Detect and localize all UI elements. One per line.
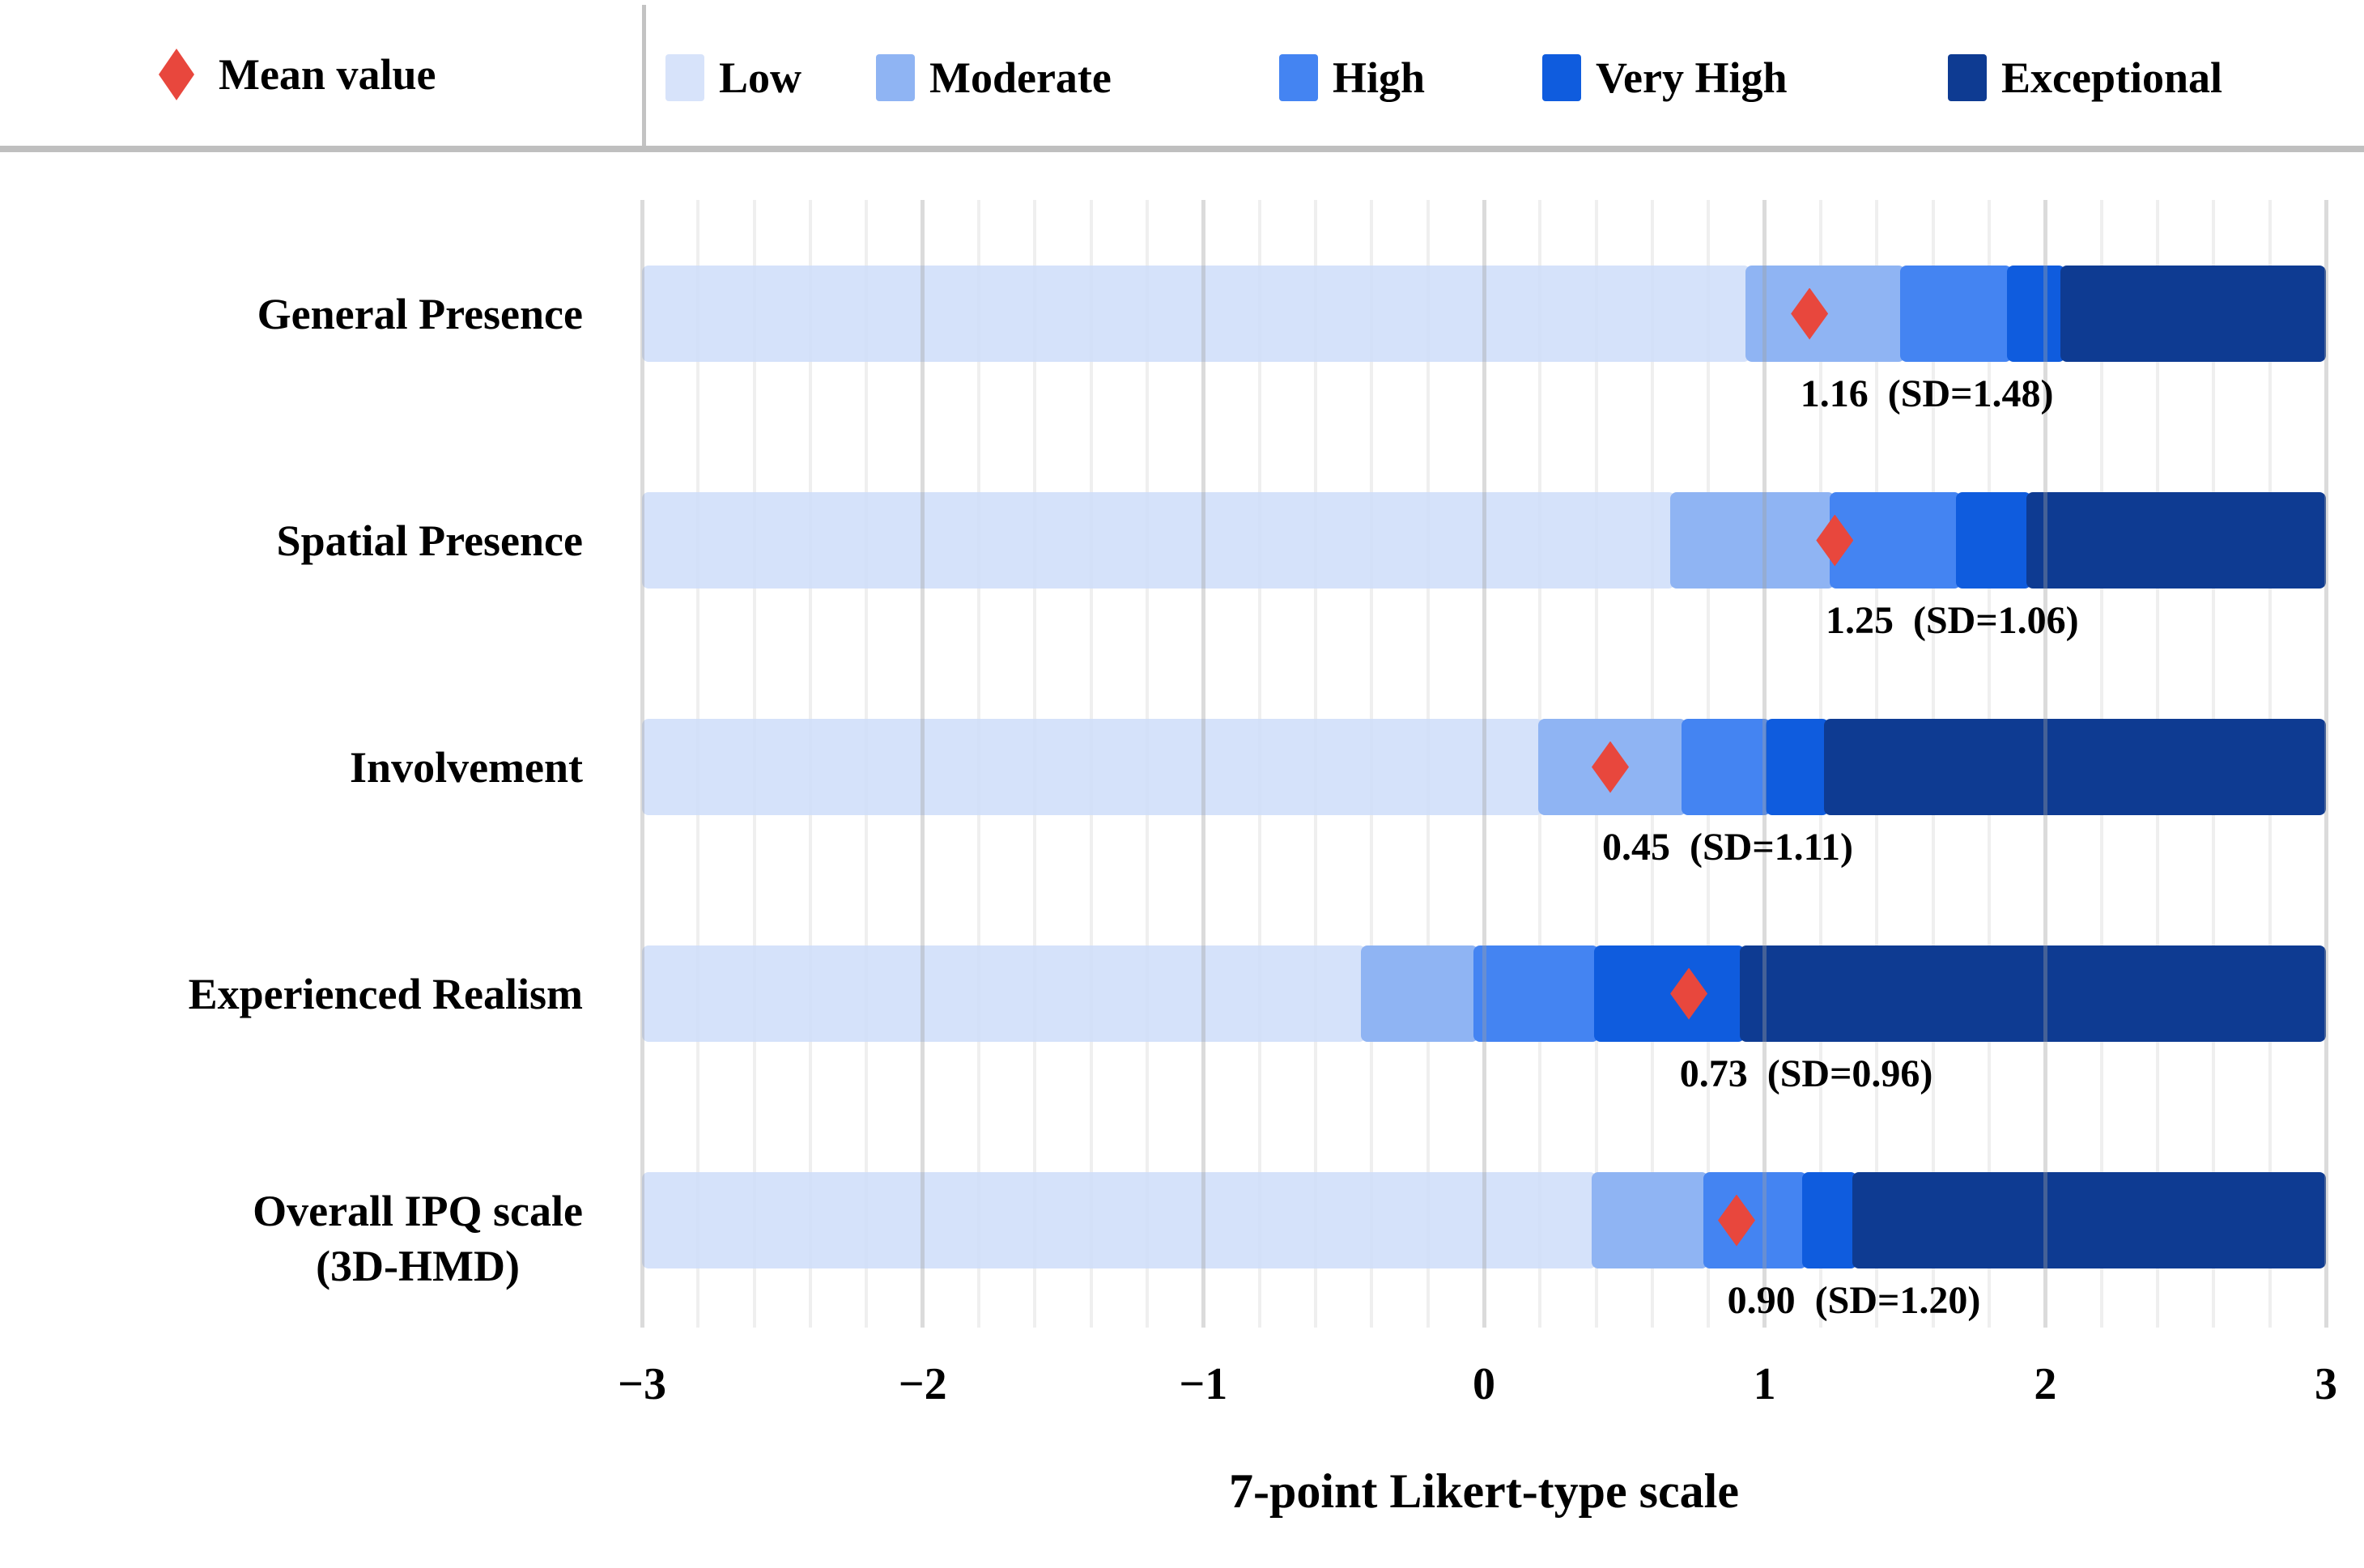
bar-segment-low: [642, 492, 1675, 589]
bar-segment-moderate: [1361, 945, 1479, 1042]
category-label: General Presence: [257, 289, 583, 338]
plot-area: 7-point Likert-type scale 1.16 (SD=1.48)…: [618, 200, 2337, 1518]
bar-segment-moderate: [1591, 1172, 1709, 1268]
mean-sd-label: 0.73 (SD=0.96): [1679, 1052, 1933, 1095]
legend-label-low: Low: [719, 53, 802, 102]
legend-swatch-very-high-icon: [1542, 54, 1581, 101]
mean-value-diamond-icon: [159, 49, 194, 100]
bar-segment-exceptional: [1824, 719, 2326, 815]
bar-segment-high: [1900, 266, 2012, 362]
legend-swatch-high-icon: [1279, 54, 1318, 101]
bar-segment-very-high: [2006, 266, 2065, 362]
gridline-major: [921, 200, 925, 1328]
bar-segment-low: [642, 945, 1367, 1042]
mean-sd-label: 0.90 (SD=1.20): [1727, 1279, 1981, 1322]
bar-segment-very-high: [1801, 1172, 1858, 1268]
legend-divider: [642, 5, 646, 146]
gridline-major: [1762, 200, 1767, 1328]
legend-label-exceptional: Exceptional: [2001, 53, 2223, 102]
category-label: Overall IPQ scale (3D-HMD): [253, 1186, 583, 1290]
bar-segment-exceptional: [2026, 492, 2326, 589]
x-tick-label: −2: [898, 1359, 947, 1409]
legend-swatch-moderate-icon: [876, 54, 915, 101]
gridline-major: [2043, 200, 2047, 1328]
x-tick-label: 2: [2034, 1359, 2057, 1409]
bar-segment-low: [642, 266, 1751, 362]
legend-item-low: Low: [665, 52, 801, 104]
category-label: Spatial Presence: [276, 516, 583, 565]
gridline-major: [2324, 200, 2328, 1328]
x-tick-label: 0: [1473, 1359, 1495, 1409]
x-tick-label: 3: [2315, 1359, 2337, 1409]
gridline-major: [1201, 200, 1205, 1328]
bar-segment-exceptional: [1740, 945, 2326, 1042]
bar-segment-low: [642, 719, 1543, 815]
bar-segment-low: [642, 1172, 1597, 1268]
bar-segment-very-high: [1956, 492, 2031, 589]
bar-segment-exceptional: [2060, 266, 2326, 362]
legend-swatch-exceptional-icon: [1948, 54, 1987, 101]
x-axis-title: 7-point Likert-type scale: [1229, 1464, 1739, 1518]
legend-label-very-high: Very High: [1596, 53, 1788, 102]
legend-item-exceptional: Exceptional: [1948, 52, 2222, 104]
legend-label-mean: Mean value: [219, 50, 436, 99]
legend: Mean value Low Moderate High Very High E…: [0, 0, 2364, 152]
x-tick-label: 1: [1753, 1359, 1776, 1409]
category-label: Involvement: [350, 742, 583, 792]
gridline-major: [640, 200, 644, 1328]
mean-sd-label: 1.25 (SD=1.06): [1825, 599, 2079, 642]
legend-item-very-high: Very High: [1542, 52, 1788, 104]
legend-item-high: High: [1279, 52, 1425, 104]
mean-sd-label: 0.45 (SD=1.11): [1601, 826, 1854, 869]
legend-item-moderate: Moderate: [876, 52, 1112, 104]
x-tick-label: −3: [618, 1359, 666, 1409]
bar-segment-very-high: [1765, 719, 1830, 815]
bar-segment-very-high: [1594, 945, 1745, 1042]
legend-swatch-low-icon: [665, 54, 704, 101]
gridline-major: [1482, 200, 1486, 1328]
bar-segment-high: [1473, 945, 1600, 1042]
category-label: Experienced Realism: [188, 969, 583, 1018]
bar-segment-high: [1681, 719, 1771, 815]
x-tick-label: −1: [1179, 1359, 1228, 1409]
legend-label-high: High: [1333, 53, 1426, 102]
legend-separator: [0, 146, 2364, 152]
bar-segment-exceptional: [1852, 1172, 2326, 1268]
bar-segment-moderate: [1669, 492, 1835, 589]
mean-sd-label: 1.16 (SD=1.48): [1800, 372, 2054, 415]
legend-label-moderate: Moderate: [929, 53, 1112, 102]
